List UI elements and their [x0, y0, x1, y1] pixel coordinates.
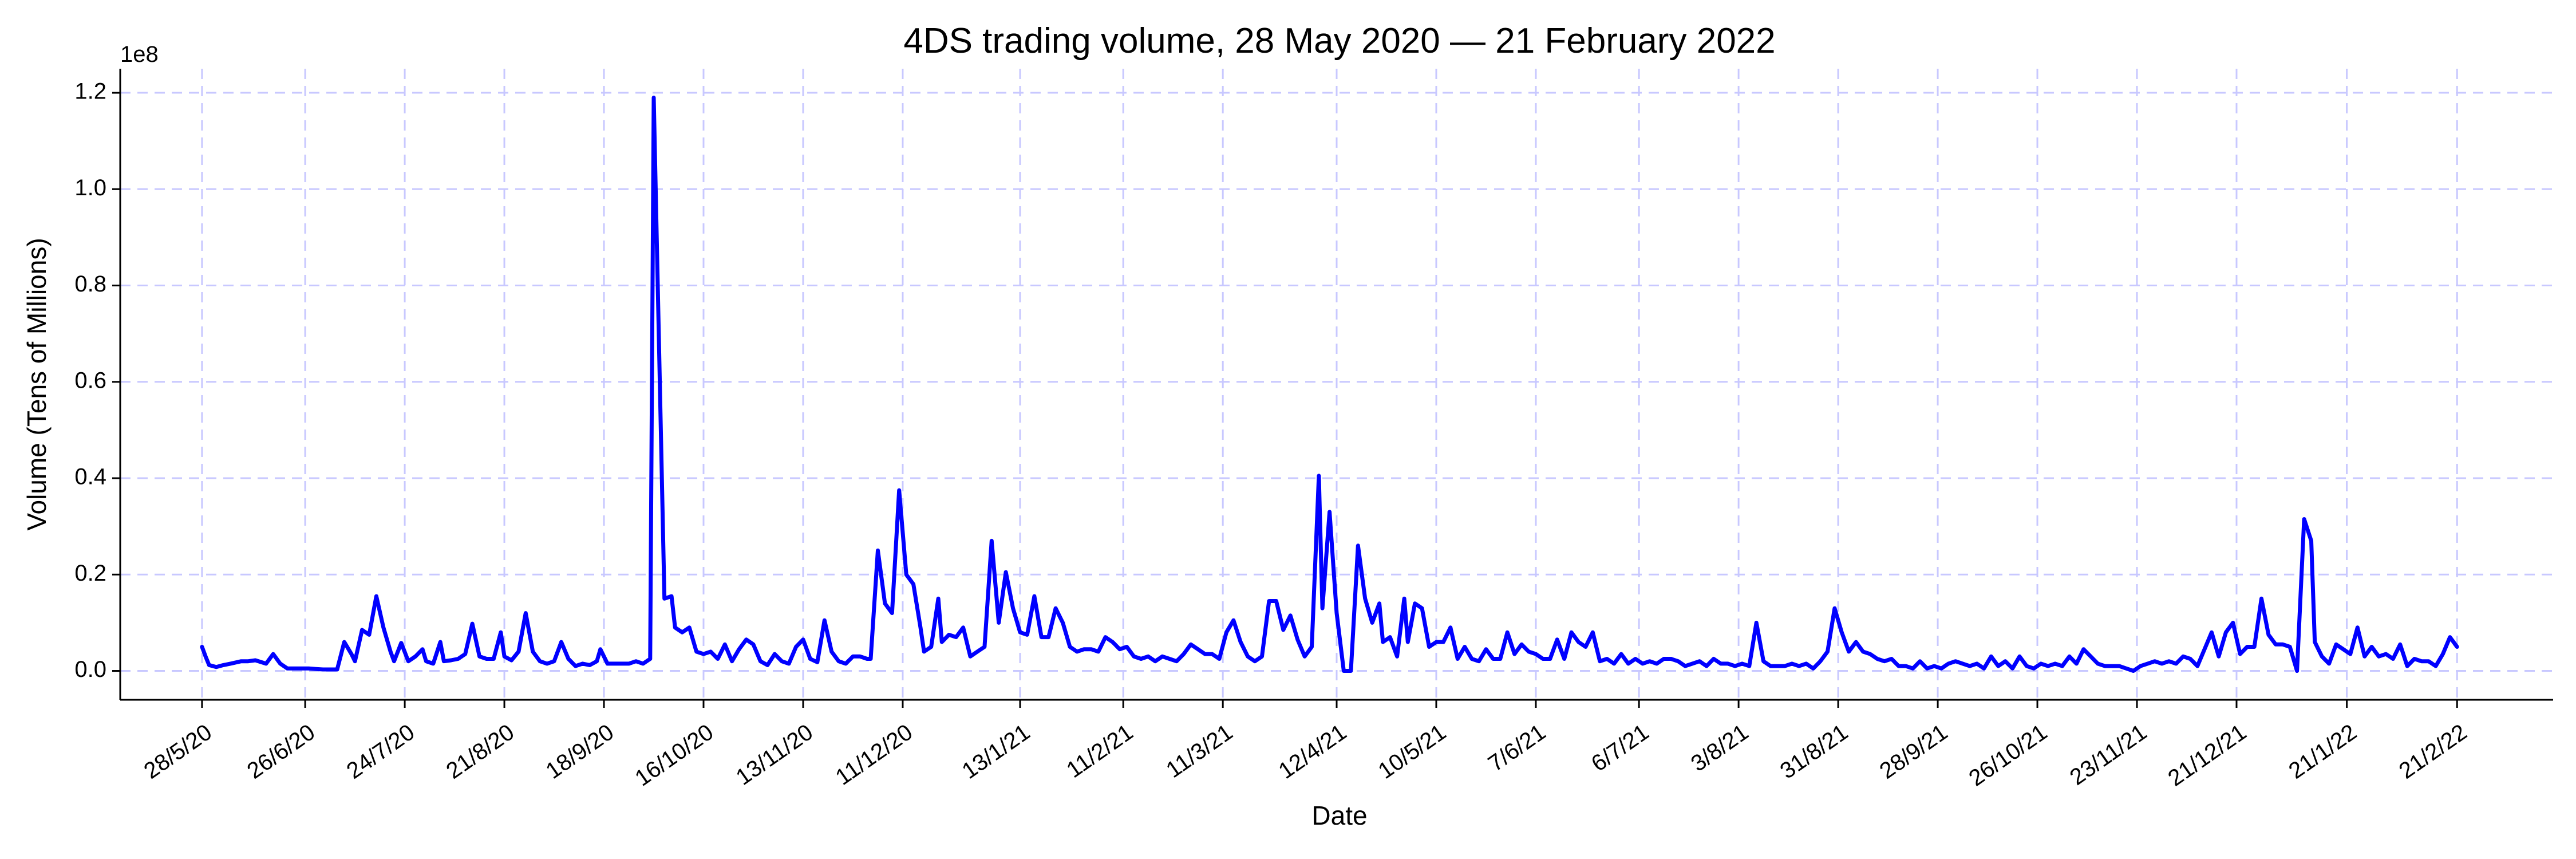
x-tick-label: 13/11/20 [732, 719, 817, 790]
x-tick-label: 11/12/20 [831, 719, 917, 790]
y-axis-label: Volume (Tens of Millions) [22, 238, 52, 530]
y-tick-label: 0.0 [74, 657, 106, 682]
x-tick-label: 26/6/20 [243, 719, 320, 784]
x-tick-label: 13/1/21 [958, 719, 1035, 784]
x-tick-label: 3/8/21 [1686, 719, 1753, 777]
x-tick-label: 10/5/21 [1374, 719, 1451, 784]
x-tick-label: 28/9/21 [1875, 719, 1953, 784]
series-layer [200, 96, 2459, 673]
x-tick-label: 12/4/21 [1274, 719, 1352, 784]
y-tick-label: 0.8 [74, 271, 106, 297]
x-tick-label: 21/12/21 [2163, 719, 2251, 791]
x-tick-label: 18/9/20 [542, 719, 619, 784]
x-tick-label: 6/7/21 [1587, 719, 1653, 777]
axis-spines [119, 69, 2553, 701]
x-tick-label: 23/11/21 [2065, 719, 2151, 790]
y-axis-offset-label: 1e8 [120, 42, 159, 67]
x-tick-label: 21/1/22 [2284, 719, 2361, 784]
chart-title: 4DS trading volume, 28 May 2020 — 21 Feb… [903, 21, 1775, 61]
y-tick-label: 1.2 [74, 79, 106, 104]
x-tick-label: 26/10/21 [1964, 719, 2052, 791]
y-tick-label: 0.4 [74, 464, 106, 490]
x-tick-label: 21/2/22 [2395, 719, 2472, 784]
x-tick-label: 16/10/20 [630, 719, 718, 791]
x-tick-label: 11/2/21 [1062, 719, 1137, 783]
y-tick-label: 1.0 [74, 175, 106, 200]
x-tick-label: 28/5/20 [140, 719, 217, 784]
x-tick-label: 24/7/20 [342, 719, 420, 784]
x-tick-label: 31/8/21 [1776, 719, 1853, 784]
x-tick-label: 7/6/21 [1484, 719, 1550, 777]
y-tick-label: 0.6 [74, 368, 106, 393]
volume-series-line [200, 96, 2459, 673]
gridlines [120, 69, 2553, 700]
x-tick-label: 11/3/21 [1161, 719, 1237, 783]
axis-ticks: 28/5/20 26/6/20 24/7/20 21/8/20 18/9/20 16/10… [74, 79, 2471, 791]
y-tick-label: 0.2 [74, 561, 106, 586]
x-tick-label: 21/8/20 [442, 719, 519, 784]
x-axis-label: Date [1311, 801, 1367, 830]
